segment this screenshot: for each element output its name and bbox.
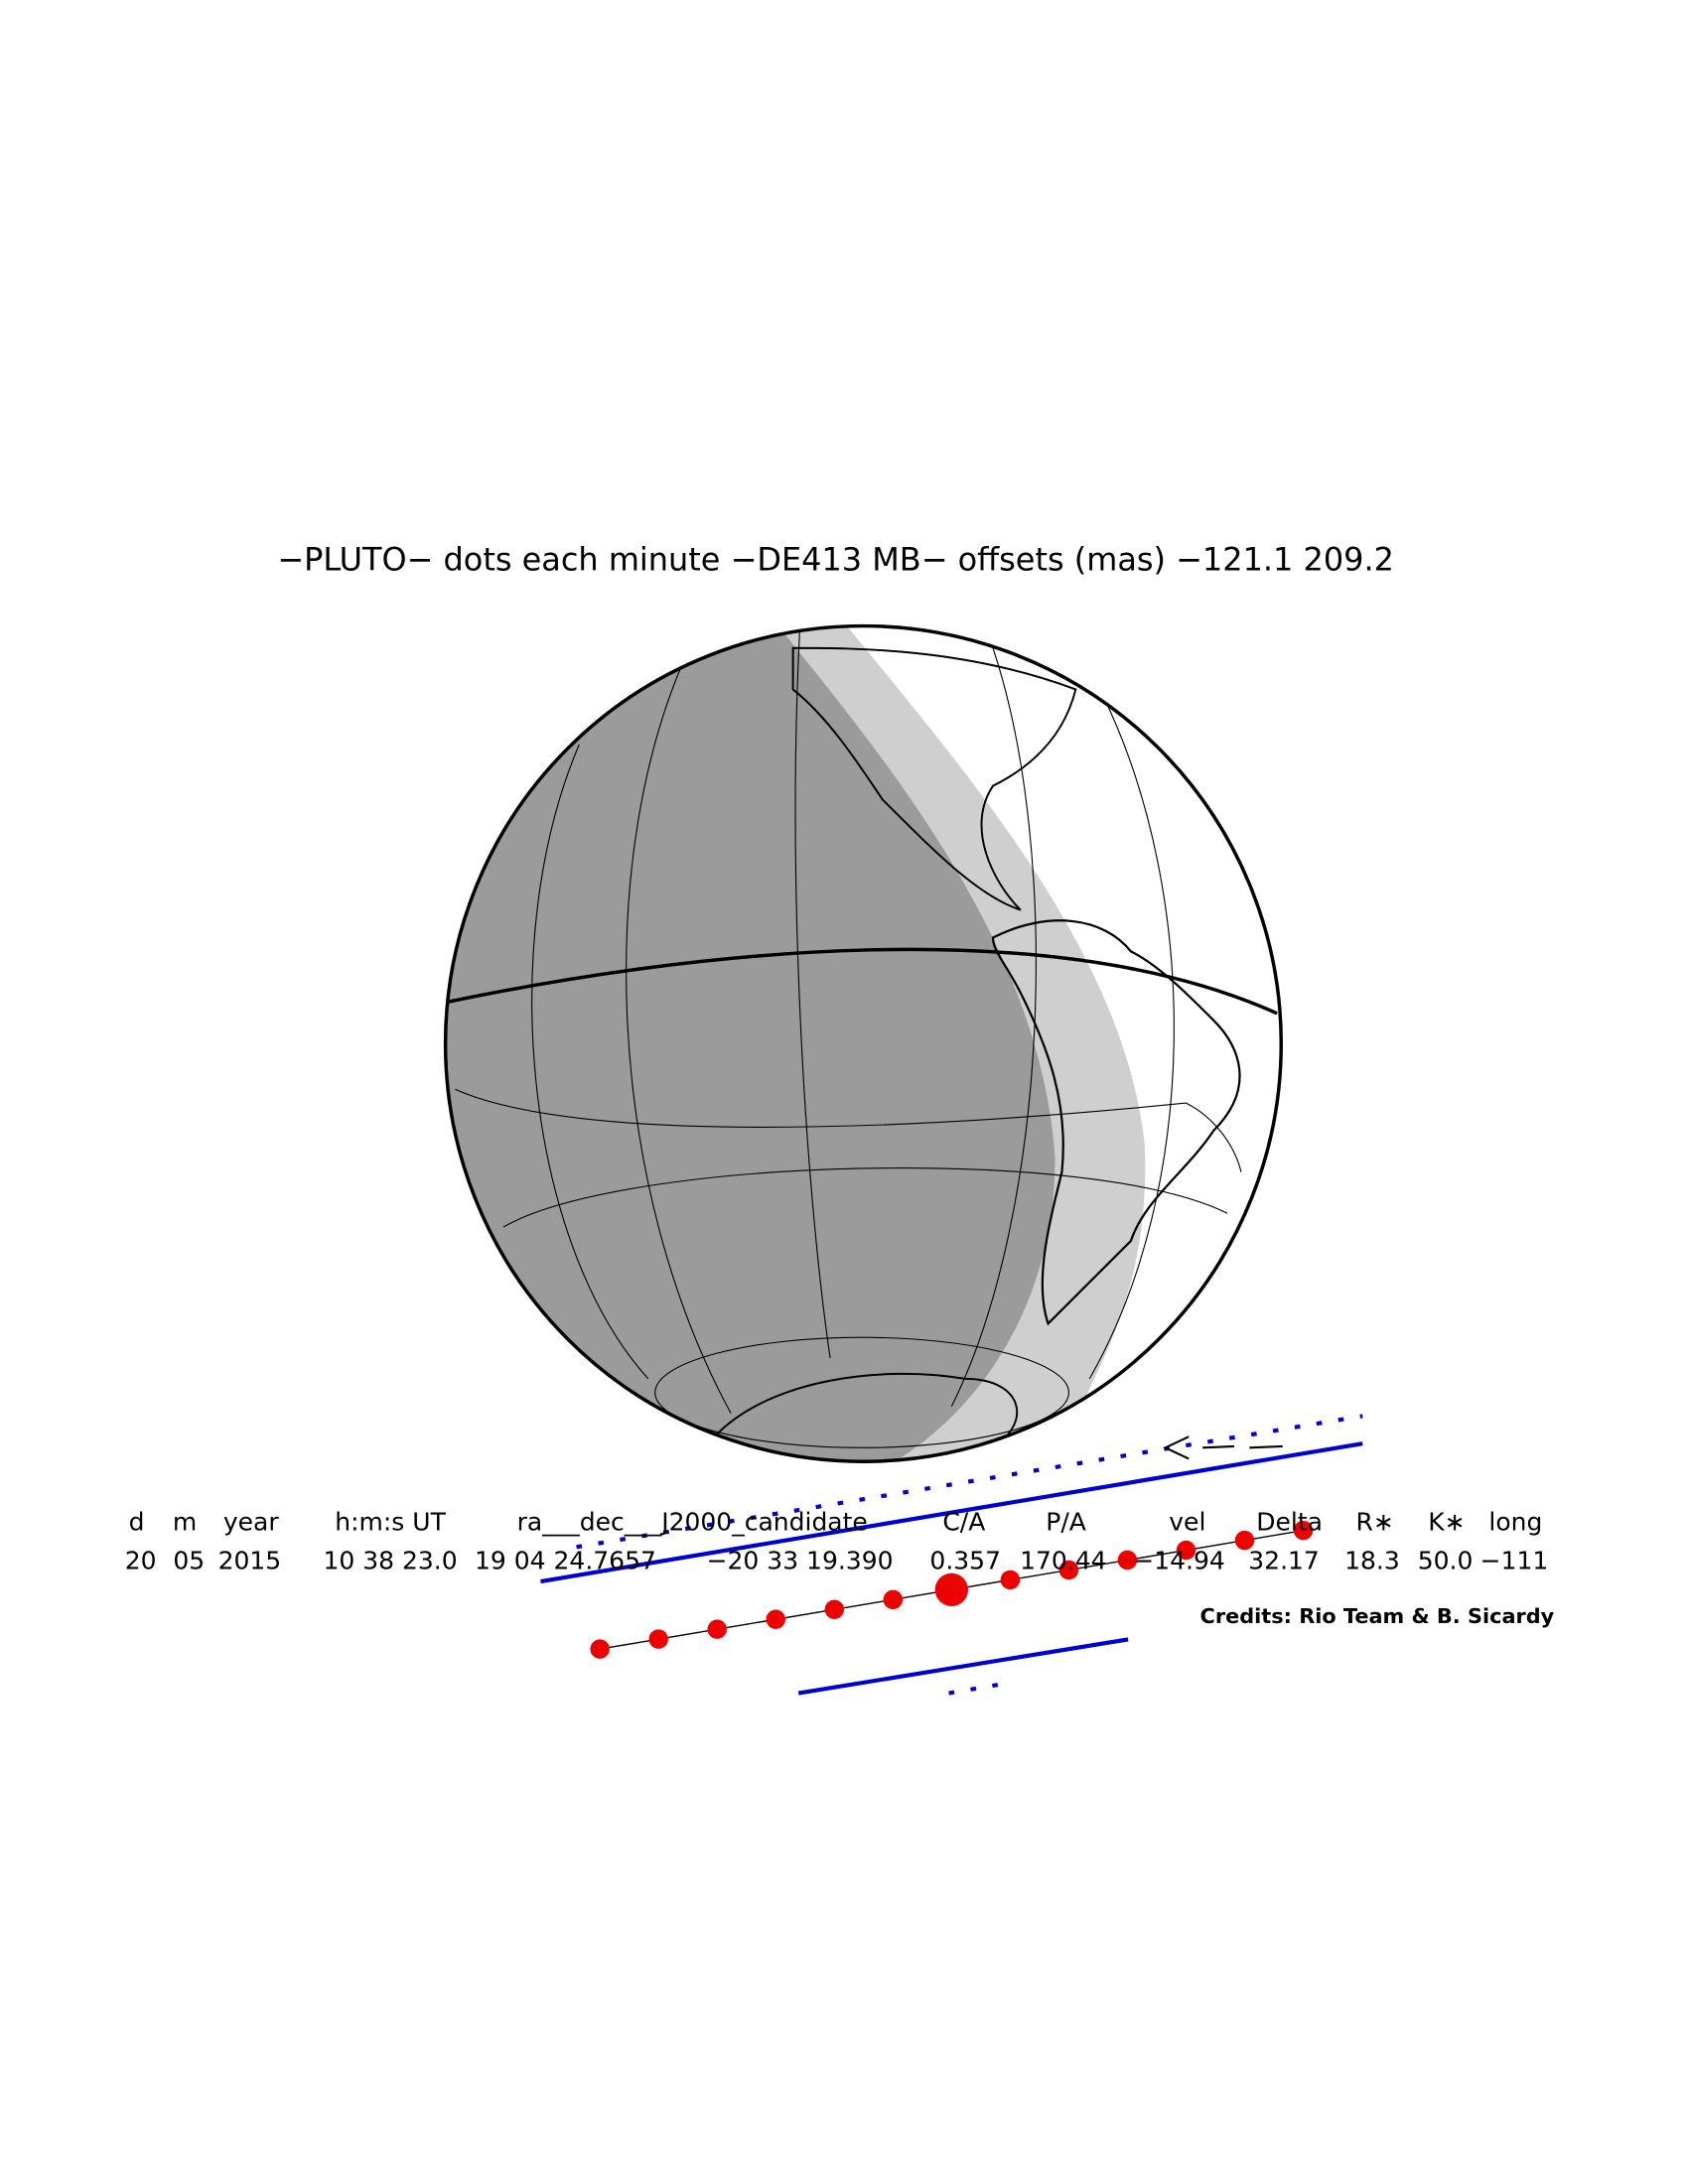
credits: Credits: Rio Team & B. Sicardy: [1200, 1604, 1555, 1628]
table-value: 50.0: [1418, 1547, 1474, 1575]
table-value: −20 33 19.390: [707, 1547, 894, 1575]
continent-outline: [991, 919, 1241, 1326]
table-header: h:m:s UT: [335, 1508, 446, 1537]
table-header: m: [173, 1508, 197, 1537]
map-title: −PLUTO− dots each minute −DE413 MB− offs…: [277, 540, 1394, 578]
uncertainty-limit: [948, 1680, 1015, 1696]
minute-dot: [1176, 1540, 1196, 1561]
minute-dot: [766, 1609, 785, 1629]
shadow-path: [540, 1414, 1363, 1696]
table-header: P/A: [1046, 1508, 1086, 1537]
graticule: [455, 626, 1242, 1448]
minute-dot: [883, 1589, 904, 1610]
table-header: long: [1488, 1508, 1542, 1537]
table-header: year: [223, 1508, 279, 1537]
table-value: 18.3: [1344, 1547, 1400, 1575]
parameter-table: d m year h:m:s UT ra___dec___J2000_candidate…: [125, 1508, 1549, 1575]
table-value: 05: [173, 1547, 205, 1575]
table-header: R∗: [1356, 1508, 1394, 1537]
table-value: −111: [1480, 1547, 1549, 1575]
minute-dot: [824, 1599, 844, 1620]
table-header: vel: [1169, 1508, 1205, 1537]
minute-dot: [1117, 1550, 1138, 1570]
equator: [445, 947, 1278, 1016]
table-header: ra___dec___J2000_candidate: [517, 1508, 868, 1537]
uncertainty-limit: [576, 1414, 1363, 1550]
shadow-limit: [797, 1637, 1129, 1696]
continent-outline: [791, 646, 1077, 911]
night-zone: [445, 625, 1055, 1462]
table-value: 19 04 24.7657: [475, 1547, 656, 1575]
minute-dot: [707, 1619, 727, 1639]
minute-dot: [1234, 1530, 1255, 1551]
continent-outline: [715, 1372, 1019, 1462]
table-value: 10 38 23.0: [323, 1547, 457, 1575]
minute-dot: [934, 1572, 968, 1607]
table-value: 2015: [218, 1547, 282, 1575]
minute-dot: [1293, 1520, 1314, 1541]
table-value: 20: [125, 1547, 157, 1575]
minute-dot: [1058, 1560, 1079, 1580]
table-value: 170.44: [1020, 1547, 1106, 1575]
table-value: 0.357: [929, 1547, 1001, 1575]
minute-dots: [590, 1520, 1314, 1659]
table-header: d: [129, 1508, 145, 1537]
globe: [443, 623, 1284, 1463]
table-header: Delta: [1256, 1508, 1323, 1537]
minute-dot: [1000, 1570, 1021, 1590]
table-header: C/A: [942, 1508, 985, 1537]
shadow-limit: [540, 1441, 1363, 1584]
table-value: 32.17: [1248, 1547, 1320, 1575]
table-header: K∗: [1428, 1508, 1465, 1537]
direction-arrow: [1163, 1435, 1283, 1460]
minute-dot: [648, 1629, 668, 1649]
table-value: −14.94: [1133, 1547, 1225, 1575]
minute-dot: [590, 1639, 610, 1659]
globe-rim: [443, 623, 1284, 1463]
